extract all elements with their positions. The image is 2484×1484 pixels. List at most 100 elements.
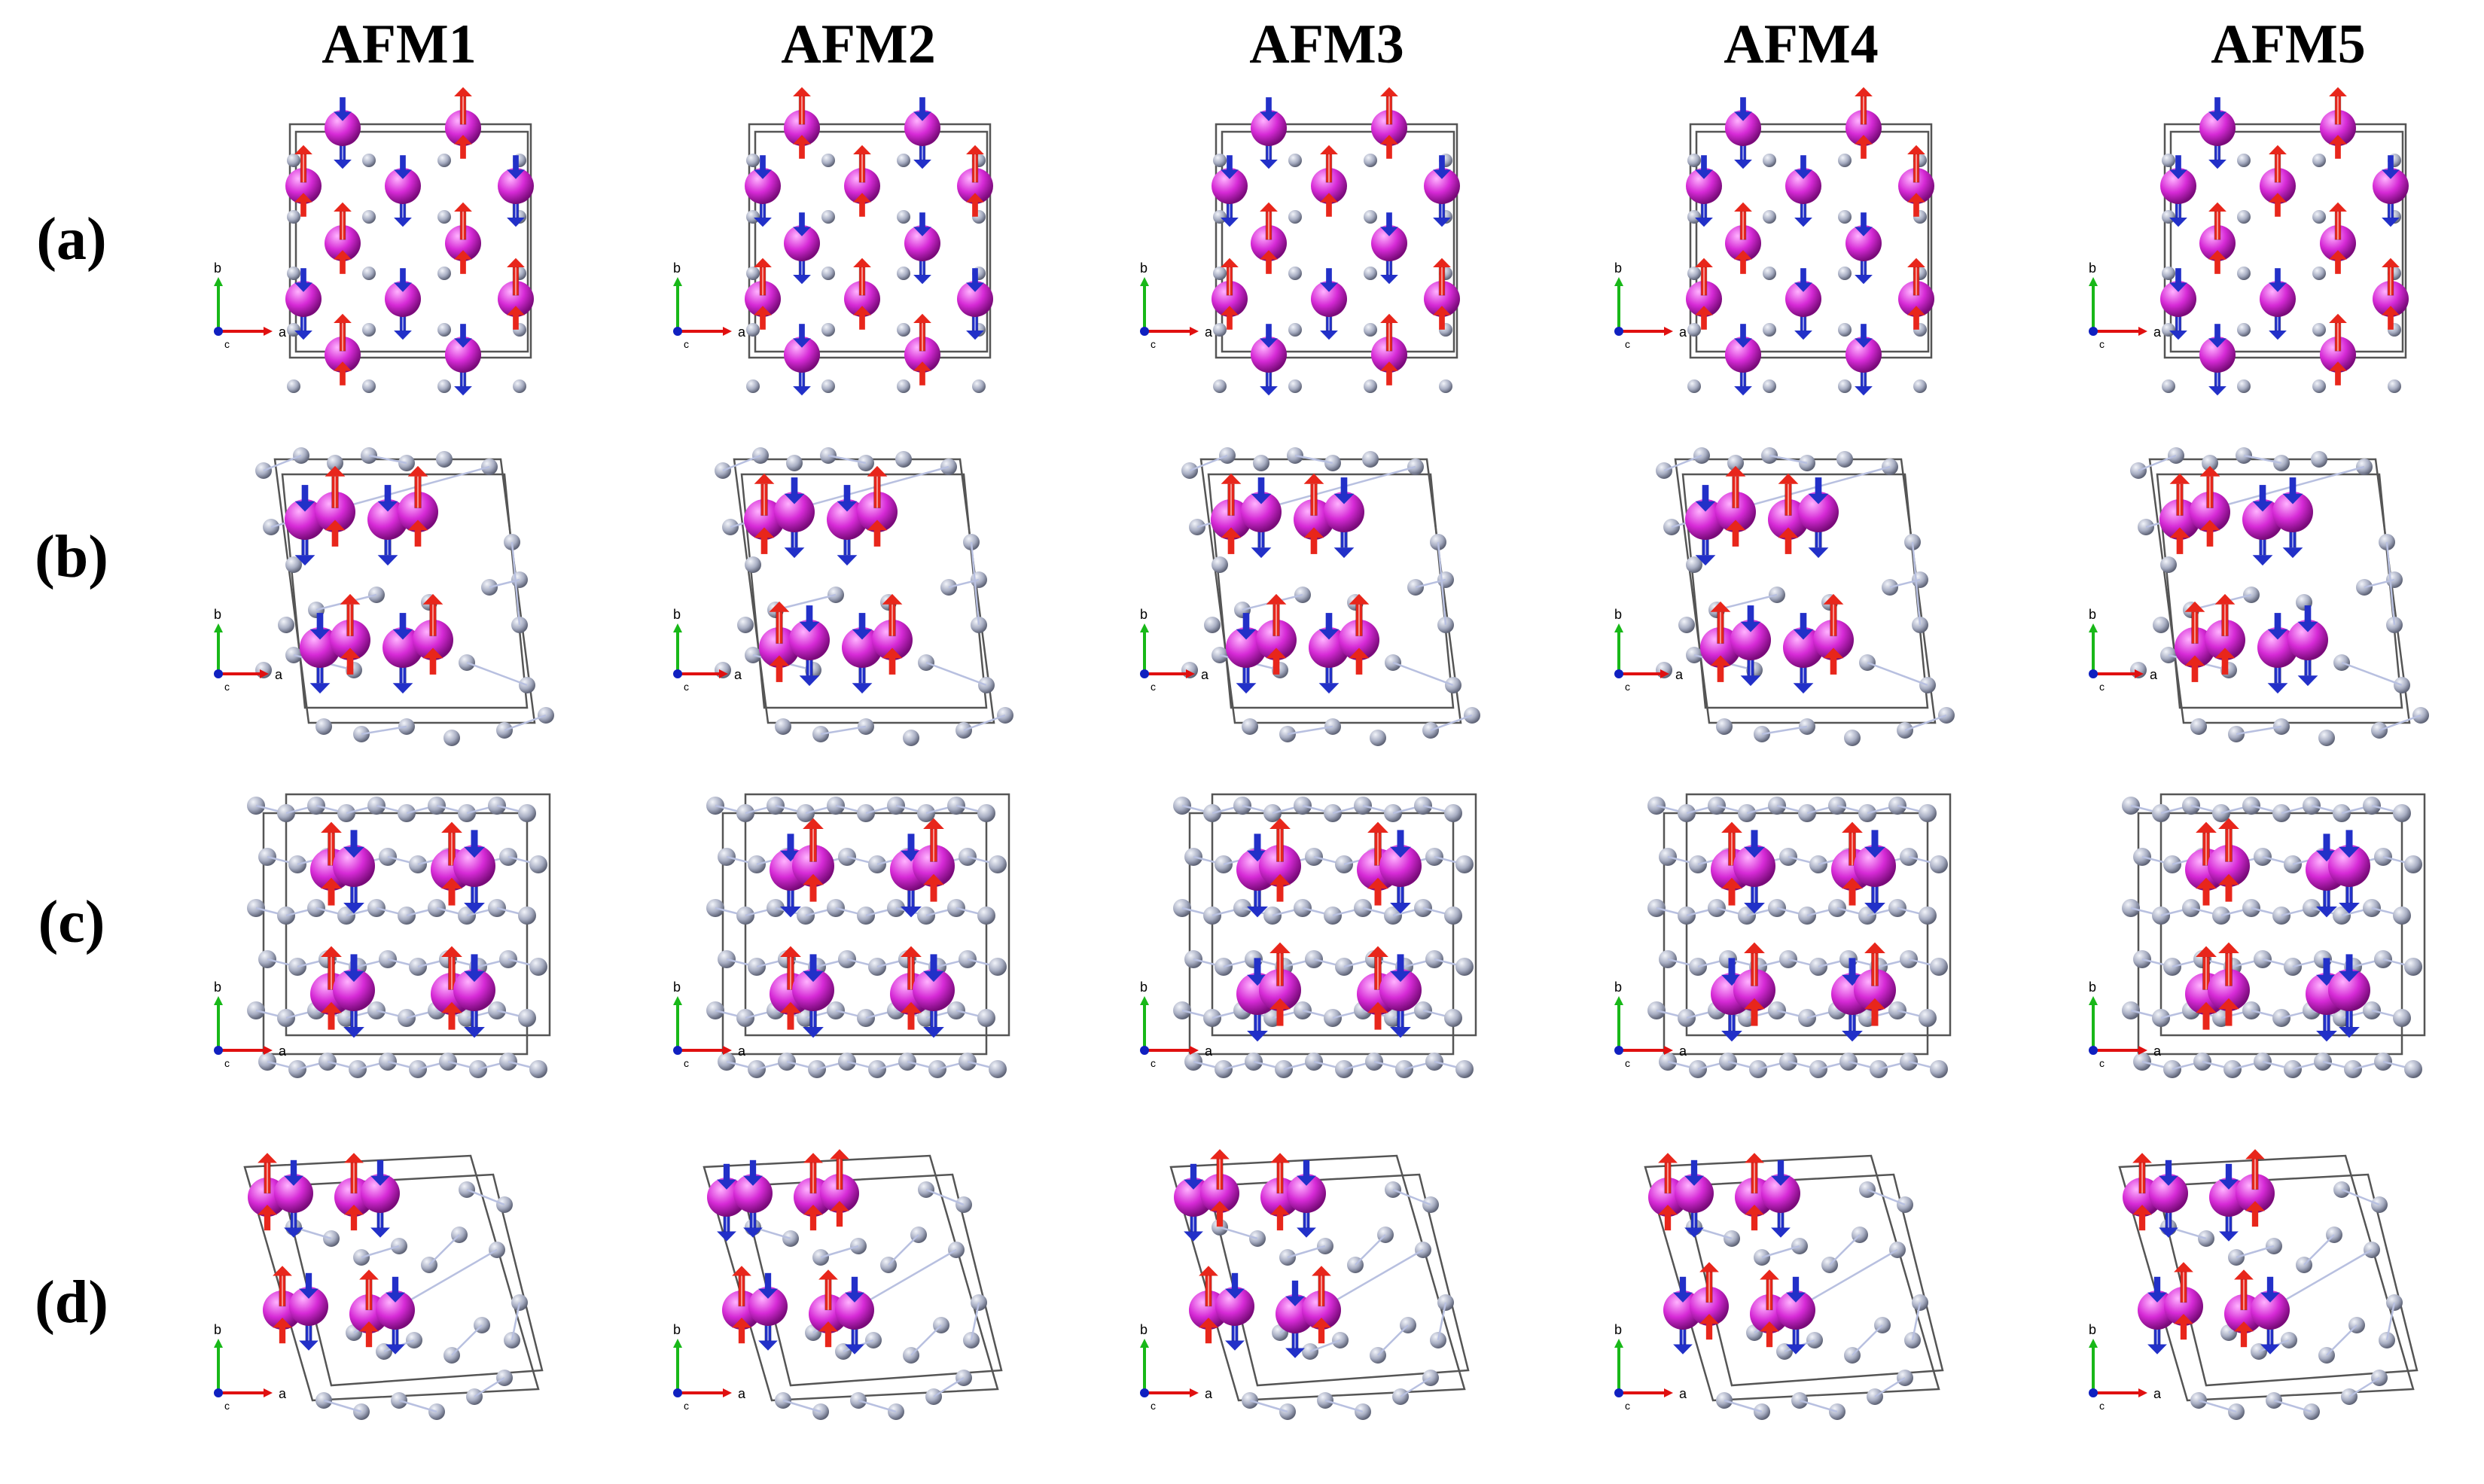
bond bbox=[1287, 725, 1333, 736]
nonmagnetic-atom bbox=[437, 323, 451, 337]
magnetic-atom bbox=[2160, 155, 2196, 227]
magnetic-atom bbox=[300, 613, 340, 694]
bond bbox=[1324, 1399, 1364, 1413]
nonmagnetic-atom bbox=[2237, 379, 2251, 393]
nonmagnetic-atom bbox=[287, 379, 300, 393]
magnetic-atom bbox=[315, 465, 355, 547]
magnetic-atom bbox=[792, 818, 834, 902]
magnetic-atom bbox=[872, 593, 913, 675]
nonmagnetic-atom bbox=[1930, 855, 1948, 873]
nonmagnetic-atom bbox=[1288, 210, 1302, 224]
magnetic-atom bbox=[1259, 818, 1301, 902]
bond bbox=[466, 1188, 505, 1206]
axis-label-c: c bbox=[1151, 681, 1156, 693]
axis-label-a: a bbox=[1205, 1386, 1213, 1401]
magnetic-atom bbox=[1324, 477, 1364, 559]
axis-triad: a b c bbox=[214, 1322, 287, 1412]
bond bbox=[1430, 714, 1473, 732]
nonmagnetic-atom bbox=[1687, 267, 1701, 280]
axis-triad: a b c bbox=[214, 261, 287, 350]
nonmagnetic-atom bbox=[821, 379, 835, 393]
axis-label-a: a bbox=[1679, 325, 1687, 340]
magnetic-atom bbox=[1200, 1149, 1239, 1227]
bond bbox=[1663, 454, 1702, 472]
axis-c-arrow bbox=[2089, 1388, 2098, 1397]
magnetic-atom bbox=[2251, 1276, 2290, 1354]
axis-label-a: a bbox=[738, 1044, 746, 1059]
structure-panel-b-afm5: a b c bbox=[2089, 447, 2429, 746]
axis-label-b: b bbox=[673, 1322, 681, 1337]
nonmagnetic-atom bbox=[2311, 451, 2327, 468]
bond bbox=[1889, 578, 1921, 589]
axis-c-arrow bbox=[214, 669, 223, 678]
unit-cell bbox=[262, 812, 529, 1056]
nonmagnetic-atom bbox=[287, 267, 300, 280]
magnetic-atom bbox=[1690, 1262, 1729, 1340]
bond bbox=[1761, 1245, 1800, 1259]
axis-triad: a b c bbox=[214, 607, 283, 693]
nonmagnetic-atom bbox=[2160, 556, 2177, 573]
axis-c-arrow bbox=[2089, 669, 2098, 678]
nonmagnetic-atom bbox=[362, 267, 376, 280]
nonmagnetic-atom bbox=[2404, 958, 2422, 976]
axis-c-arrow bbox=[1140, 327, 1149, 336]
nonmagnetic-atom bbox=[1455, 1060, 1474, 1078]
magnetic-atom bbox=[1215, 1272, 1254, 1351]
magnetic-atom bbox=[325, 202, 361, 274]
nonmagnetic-atom bbox=[1364, 267, 1377, 280]
axis-label-c: c bbox=[1151, 1057, 1156, 1069]
bond bbox=[428, 1234, 460, 1266]
axis-label-b: b bbox=[1140, 980, 1148, 995]
axis-c-arrow bbox=[1140, 669, 1149, 678]
bond bbox=[888, 1234, 919, 1266]
row-label-b: (b) bbox=[35, 524, 108, 590]
magnetic-atom bbox=[1309, 613, 1349, 694]
bond bbox=[722, 454, 761, 472]
bond bbox=[2326, 1324, 2358, 1356]
magnetic-atom bbox=[789, 605, 830, 687]
nonmagnetic-atom bbox=[518, 907, 536, 925]
nonmagnetic-atom bbox=[362, 323, 376, 337]
axis-label-c: c bbox=[1625, 338, 1630, 350]
magnetic-atom bbox=[2257, 613, 2298, 694]
magnetic-atom bbox=[413, 593, 453, 675]
axis-triad: a b c bbox=[1140, 980, 1213, 1069]
magnetic-atom bbox=[2260, 268, 2296, 340]
nonmagnetic-atom bbox=[1844, 730, 1861, 746]
magnetic-atom bbox=[376, 1276, 415, 1354]
bond bbox=[1867, 1188, 1906, 1206]
magnetic-atom bbox=[445, 87, 481, 159]
magnetic-atom bbox=[844, 257, 880, 330]
nonmagnetic-atom bbox=[1838, 323, 1852, 337]
magnetic-atom bbox=[385, 155, 421, 227]
bond bbox=[2341, 661, 2403, 687]
bond bbox=[1867, 661, 1928, 687]
bond bbox=[1769, 454, 1808, 465]
magnetic-atom bbox=[904, 212, 940, 285]
magnetic-atom bbox=[857, 465, 898, 547]
magnetic-atom bbox=[2208, 942, 2250, 1026]
nonmagnetic-atom bbox=[436, 451, 453, 468]
axis-label-c: c bbox=[684, 1057, 689, 1069]
axis-label-b: b bbox=[1614, 980, 1622, 995]
unit-cell-back bbox=[1681, 473, 1929, 709]
magnetic-atom bbox=[498, 257, 534, 330]
nonmagnetic-atom bbox=[518, 804, 536, 822]
unit-cell-back bbox=[2159, 793, 2426, 1037]
magnetic-atom bbox=[2199, 97, 2236, 169]
bond bbox=[1392, 661, 1454, 687]
nonmagnetic-atom bbox=[529, 855, 547, 873]
magnetic-atom bbox=[361, 1159, 400, 1238]
axis-c-arrow bbox=[214, 1388, 223, 1397]
magnetic-atom bbox=[1675, 1159, 1714, 1238]
magnetic-atom bbox=[1212, 155, 1248, 227]
nonmagnetic-atom bbox=[2393, 907, 2411, 925]
axis-label-c: c bbox=[224, 1400, 230, 1412]
magnetic-atom bbox=[1845, 87, 1882, 159]
structure-panel-c-afm5: a b c bbox=[2089, 793, 2426, 1078]
bond bbox=[820, 725, 867, 736]
magnetic-atom bbox=[2328, 954, 2370, 1038]
magnetic-atom bbox=[1241, 477, 1282, 559]
magnetic-atom bbox=[1256, 593, 1297, 675]
bond bbox=[1911, 541, 1922, 626]
